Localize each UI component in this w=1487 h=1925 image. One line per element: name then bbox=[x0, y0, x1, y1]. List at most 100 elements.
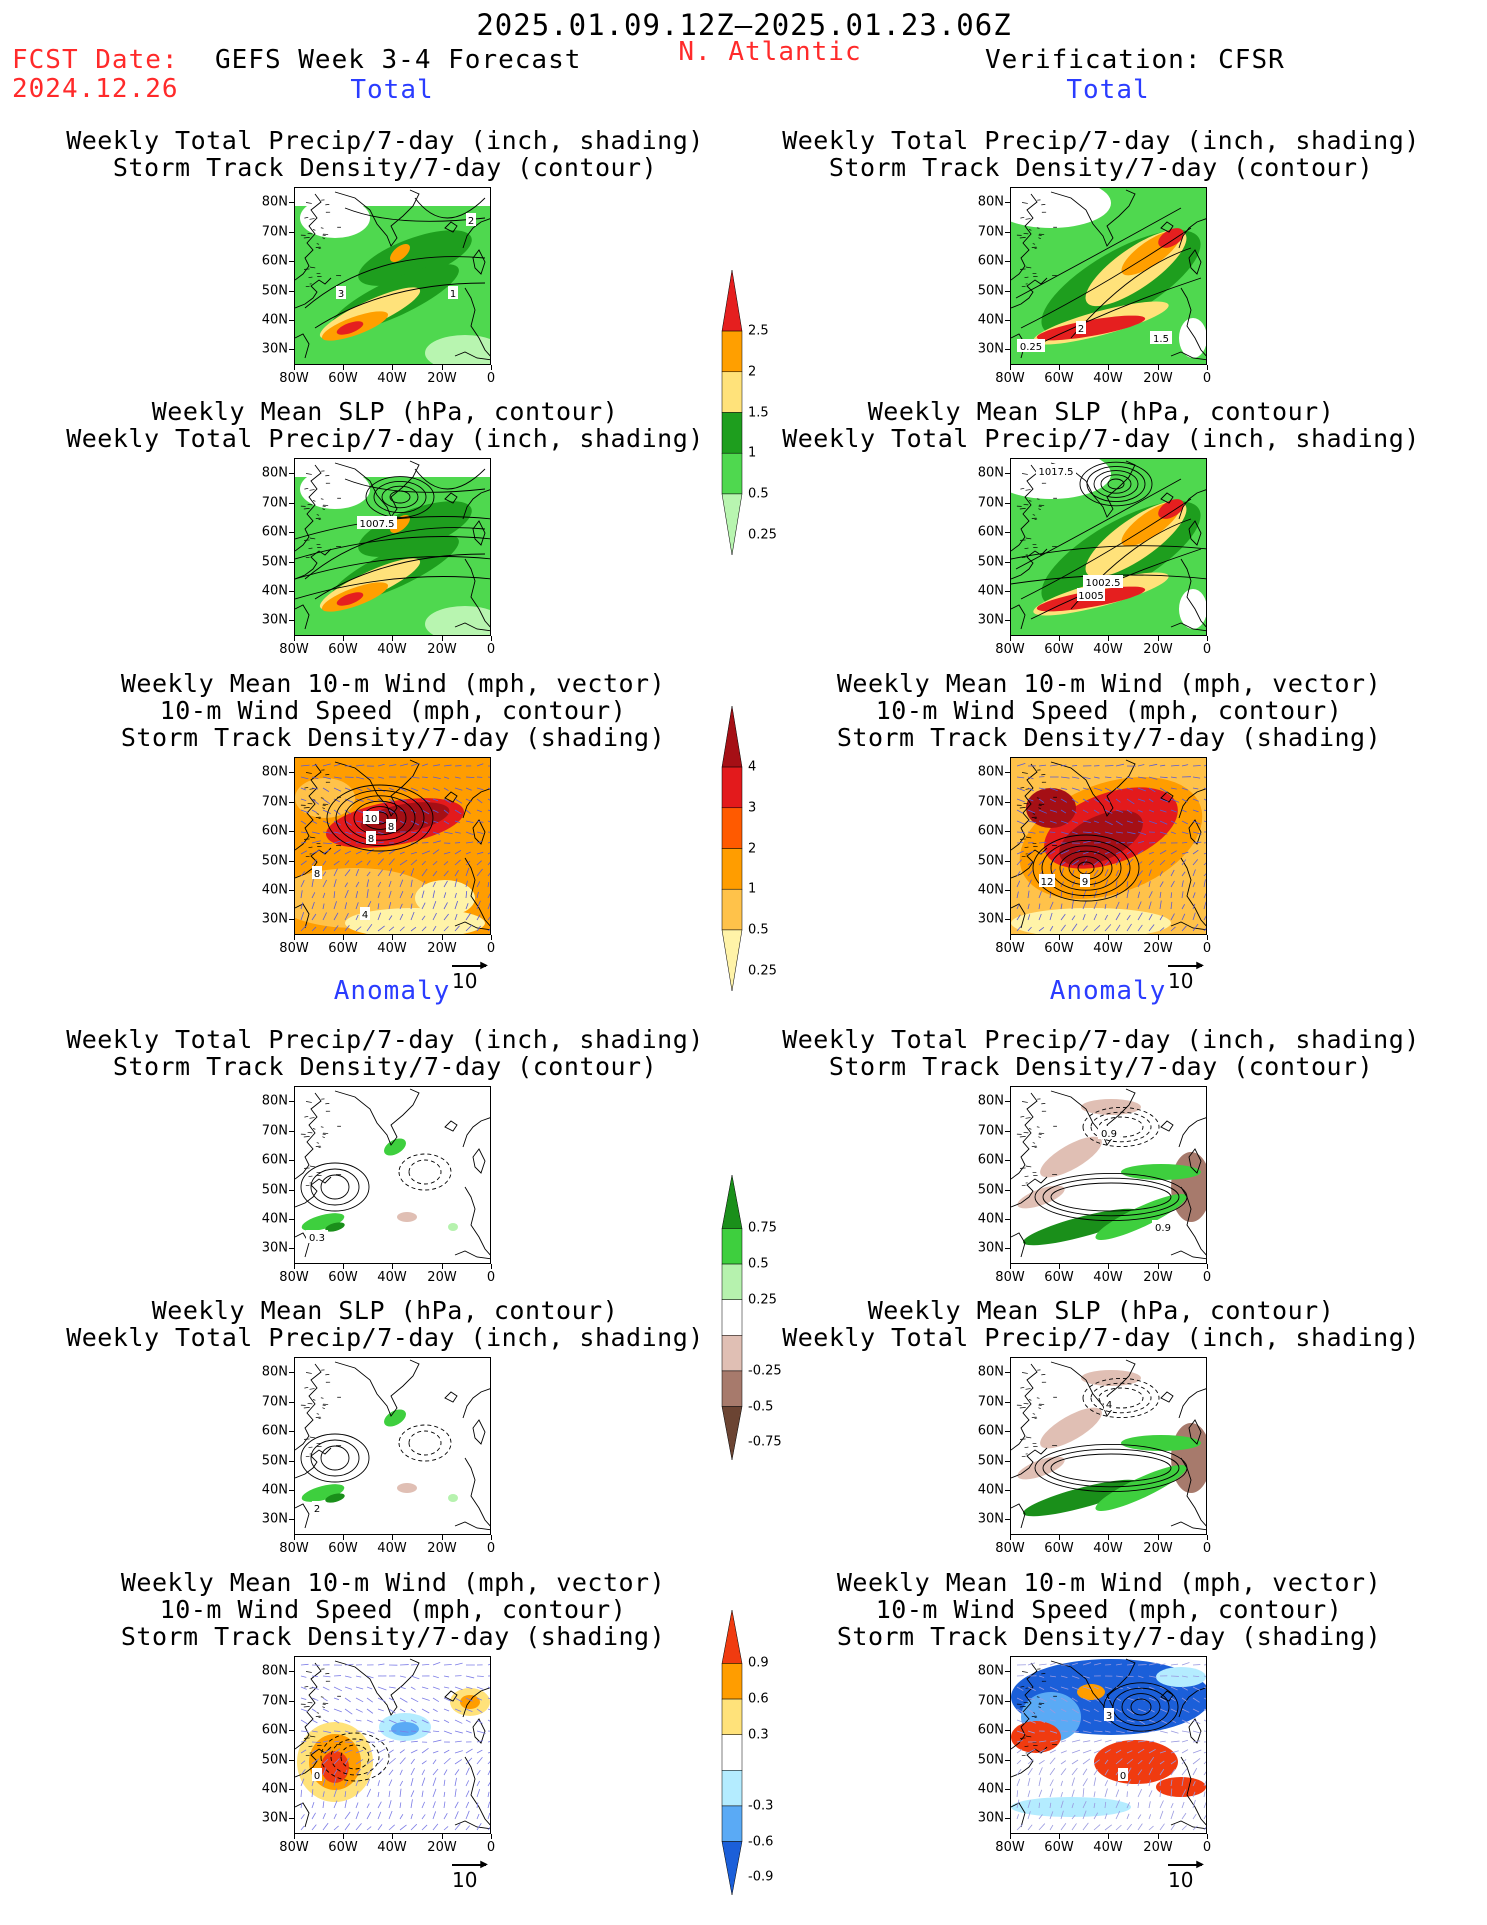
svg-text:8: 8 bbox=[314, 869, 320, 880]
colorbar-triangle bbox=[721, 929, 743, 992]
lon-tick-label: 40W bbox=[377, 1541, 407, 1556]
contour-label: 0.9 bbox=[1152, 1220, 1174, 1234]
verification-label: Verification: CFSR bbox=[985, 45, 1285, 75]
lat-tick-label: 60N bbox=[977, 823, 1004, 839]
lat-tick-label: 60N bbox=[261, 524, 288, 540]
lon-tick-label: 60W bbox=[328, 642, 358, 657]
lon-tick-label: 20W bbox=[1143, 371, 1173, 386]
lon-tick-label: 20W bbox=[427, 1541, 457, 1556]
colorbar-triangle bbox=[721, 493, 743, 556]
colorbar-label: 2 bbox=[748, 364, 757, 380]
lat-tick-label: 50N bbox=[261, 1453, 288, 1469]
title-slp-precip-anom-right: Weekly Mean SLP (hPa, contour) Weekly Tot… bbox=[782, 1296, 1420, 1352]
svg-text:3: 3 bbox=[1106, 1711, 1112, 1722]
svg-text:1007.5: 1007.5 bbox=[360, 519, 395, 530]
lat-tick-label: 30N bbox=[977, 1810, 1004, 1826]
lon-tick-label: 0 bbox=[1202, 642, 1212, 657]
colorbar-segment bbox=[721, 1663, 743, 1700]
region-label: N. Atlantic bbox=[678, 37, 862, 67]
contour-label: 9 bbox=[1080, 874, 1090, 888]
lat-tick-label: 60N bbox=[261, 823, 288, 839]
colorbar-label: 4 bbox=[748, 759, 757, 775]
coast-islands bbox=[300, 1098, 342, 1187]
lon-tick-label: 20W bbox=[427, 1840, 457, 1855]
contour-label: 0 bbox=[312, 1768, 322, 1782]
lon-tick-label: 0 bbox=[1202, 1270, 1212, 1285]
lon-tick-label: 20W bbox=[1143, 1270, 1173, 1285]
colorbar-triangle bbox=[721, 1406, 743, 1461]
lon-tick-label: 0 bbox=[486, 1840, 496, 1855]
colorbar-track-anom: 0.9 0.6 0.3 -0.3 -0.6 -0.9 bbox=[721, 1609, 773, 1896]
contour-label: 8 bbox=[386, 819, 396, 833]
coastline bbox=[1011, 460, 1206, 632]
lat-tick-label: 60N bbox=[977, 1152, 1004, 1168]
colorbar-triangle bbox=[721, 269, 743, 332]
lat-tick-label: 80N bbox=[977, 1663, 1004, 1679]
coastline bbox=[295, 1088, 490, 1260]
lat-tick-label: 60N bbox=[261, 1152, 288, 1168]
title-precip-track-total-left: Weekly Total Precip/7-day (inch, shading… bbox=[66, 126, 704, 182]
colorbar-precip-total: 2.5 2 1.5 1 0.5 0.25 bbox=[721, 269, 777, 556]
lon-tick-label: 40W bbox=[1093, 1270, 1123, 1285]
precip-anom-shading bbox=[295, 1358, 490, 1534]
track-shading bbox=[295, 758, 490, 934]
lat-tick-label: 40N bbox=[261, 882, 288, 898]
lat-tick-label: 30N bbox=[261, 341, 288, 357]
anomaly-label-left: Anomaly bbox=[333, 976, 451, 1006]
svg-text:0: 0 bbox=[1120, 1771, 1126, 1782]
lat-tick-label: 60N bbox=[977, 253, 1004, 269]
vector-ref-anom-left: ▶ 10 bbox=[452, 1859, 488, 1892]
coastline bbox=[1011, 189, 1206, 361]
lat-tick-label: 70N bbox=[977, 1693, 1004, 1709]
lon-tick-label: 20W bbox=[427, 371, 457, 386]
lon-tick-label: 60W bbox=[328, 1541, 358, 1556]
map-frame: 12 9 bbox=[1010, 757, 1207, 935]
svg-text:0.3: 0.3 bbox=[309, 1233, 325, 1244]
lon-tick-label: 20W bbox=[427, 642, 457, 657]
lat-tick-label: 60N bbox=[977, 1423, 1004, 1439]
contour-label: 0.3 bbox=[306, 1230, 328, 1244]
map-slp-precip-anom-forecast: 2 80N 70N 60N 50N 40N 30N 80W 60W 40W 20W 0 bbox=[262, 1357, 495, 1556]
lon-tick-label: 40W bbox=[377, 1270, 407, 1285]
lat-tick-label: 70N bbox=[261, 1123, 288, 1139]
colorbar-segment bbox=[721, 766, 743, 809]
map-wind-track-total-forecast: 10 8 8 8 4 80N 70N 60N 50N 40N 30N 80W 60W 40W 20W 0 bbox=[262, 757, 495, 956]
title-slp-precip-total-right: Weekly Mean SLP (hPa, contour) Weekly Tot… bbox=[782, 397, 1420, 453]
title-wind-track-total-right: Weekly Mean 10-m Wind (mph, vector) 10-m … bbox=[836, 669, 1382, 752]
map-frame: 1017.5 1002.5 1005 bbox=[1010, 458, 1207, 636]
contour-label: 4 bbox=[1104, 1397, 1114, 1411]
contours bbox=[1034, 1172, 1188, 1222]
svg-text:12: 12 bbox=[1041, 877, 1054, 888]
colorbar-label: 0.25 bbox=[748, 527, 777, 543]
svg-text:4: 4 bbox=[1106, 1400, 1112, 1411]
map-slp-precip-total-verification: 1017.5 1002.5 1005 80N 70N 60N 50N 40N 30N 80W 60W… bbox=[978, 458, 1211, 657]
title-slp-precip-total-left: Weekly Mean SLP (hPa, contour) Weekly Tot… bbox=[66, 397, 704, 453]
contours bbox=[1079, 461, 1153, 507]
svg-text:1017.5: 1017.5 bbox=[1039, 467, 1074, 478]
lon-tick-label: 40W bbox=[377, 941, 407, 956]
lon-tick-label: 0 bbox=[1202, 1840, 1212, 1855]
lat-tick-label: 30N bbox=[977, 341, 1004, 357]
colorbar-segment bbox=[721, 1335, 743, 1372]
lon-tick-label: 20W bbox=[1143, 642, 1173, 657]
coastline bbox=[295, 189, 490, 361]
colorbar-segment bbox=[721, 371, 743, 413]
colorbar-segment bbox=[721, 1770, 743, 1807]
colorbar-label: -0.25 bbox=[748, 1363, 782, 1379]
contours bbox=[300, 1433, 370, 1483]
map-wind-track-total-verification: 12 9 80N 70N 60N 50N 40N 30N 80W 60W 40W 20W 0 bbox=[978, 757, 1211, 956]
coastline bbox=[1011, 1359, 1206, 1531]
title-precip-track-total-right: Weekly Total Precip/7-day (inch, shading… bbox=[782, 126, 1420, 182]
lon-tick-label: 60W bbox=[1044, 1270, 1074, 1285]
lat-tick-label: 70N bbox=[977, 495, 1004, 511]
colorbar-label: -0.5 bbox=[748, 1399, 774, 1415]
map-wind-track-anom-verification: 3 0 80N 70N 60N 50N 40N 30N 80W 60W 40W 20W 0 bbox=[978, 1656, 1211, 1855]
lon-tick-label: 40W bbox=[1093, 642, 1123, 657]
precip-shading bbox=[1011, 188, 1206, 364]
colorbar-label: 0.75 bbox=[748, 1220, 777, 1236]
precip-anom-shading bbox=[1011, 1358, 1206, 1534]
lat-tick-label: 70N bbox=[977, 1123, 1004, 1139]
svg-text:9: 9 bbox=[1082, 877, 1088, 888]
map-frame: 4 bbox=[1010, 1357, 1207, 1535]
